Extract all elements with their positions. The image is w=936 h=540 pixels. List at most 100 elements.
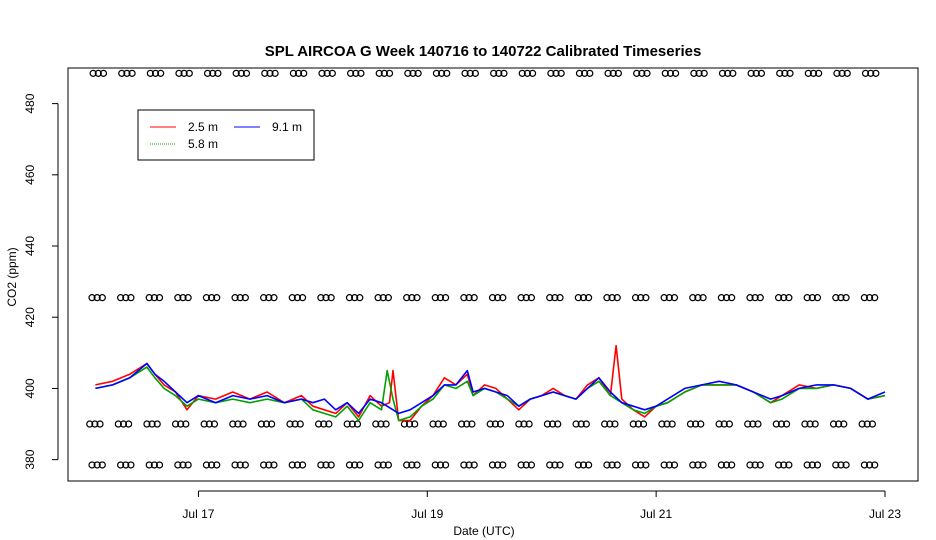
marker-circle: [496, 420, 505, 428]
marker-circle: [327, 461, 335, 469]
marker-circle: [665, 461, 673, 469]
marker-circle: [689, 294, 697, 302]
marker-circle: [241, 461, 249, 469]
marker-circle: [289, 69, 298, 77]
marker-circle: [205, 420, 213, 428]
x-tick-label: Jul 17: [182, 507, 214, 521]
marker-circle: [781, 69, 789, 77]
marker-circle: [813, 461, 822, 469]
marker-circle: [660, 294, 668, 302]
marker-circle: [815, 69, 823, 77]
marker-circle: [494, 294, 502, 302]
marker-circle: [754, 420, 762, 428]
marker-circle: [695, 69, 703, 77]
marker-circle: [348, 420, 356, 428]
marker-circle: [744, 420, 752, 428]
marker-circle: [777, 420, 786, 428]
marker-circle: [720, 420, 728, 428]
marker-circle: [670, 461, 679, 469]
series-lines: [95, 344, 886, 422]
marker-circle: [499, 294, 507, 302]
marker-circle: [322, 294, 330, 302]
marker-circle: [408, 294, 416, 302]
marker-circle: [374, 294, 382, 302]
marker-circle: [117, 294, 125, 302]
marker-circle: [231, 294, 239, 302]
marker-circle: [202, 461, 211, 469]
marker-circle: [177, 420, 185, 428]
marker-circle: [434, 420, 442, 428]
marker-circle: [751, 461, 759, 469]
marker-circle: [470, 294, 478, 302]
marker-circle: [663, 420, 671, 428]
marker-circle: [122, 461, 130, 469]
x-tick-label: Jul 23: [869, 507, 901, 521]
marker-circle: [522, 294, 530, 302]
marker-circle: [785, 294, 793, 302]
marker-circle: [237, 69, 245, 77]
marker-circle: [466, 69, 474, 77]
marker-circle: [320, 420, 328, 428]
marker-circle: [660, 461, 668, 469]
marker-circle: [328, 69, 336, 77]
marker-circle: [270, 294, 278, 302]
marker-circle: [642, 461, 650, 469]
marker-circle: [668, 420, 676, 428]
marker-circle: [774, 461, 783, 469]
marker-circle: [465, 294, 473, 302]
marker-circle: [718, 69, 727, 77]
marker-circle: [547, 69, 555, 77]
marker-circle: [384, 294, 392, 302]
marker-circle: [556, 461, 564, 469]
marker-circle: [325, 420, 333, 428]
marker-circle: [409, 69, 417, 77]
marker-circle: [119, 420, 128, 428]
marker-circle: [146, 69, 154, 77]
marker-circle: [837, 461, 845, 469]
marker-circle: [174, 294, 182, 302]
marker-circle: [642, 294, 650, 302]
marker-row: [88, 294, 879, 302]
marker-circle: [671, 69, 680, 77]
marker-circle: [91, 420, 99, 428]
marker-circle: [213, 461, 221, 469]
marker-circle: [808, 461, 816, 469]
marker-circle: [148, 420, 156, 428]
marker-circle: [780, 461, 788, 469]
marker-circle: [150, 461, 158, 469]
marker-circle: [403, 294, 411, 302]
marker-circle: [96, 420, 104, 428]
marker-circle: [125, 420, 133, 428]
marker-circle: [665, 294, 673, 302]
y-axis-label: CO2 (ppm): [5, 247, 19, 306]
marker-circle: [842, 294, 850, 302]
marker-circle: [429, 420, 437, 428]
marker-circle: [548, 420, 557, 428]
marker-circle: [689, 461, 697, 469]
marker-circle: [353, 420, 362, 428]
marker-circle: [128, 69, 136, 77]
marker-circle: [86, 420, 94, 428]
marker-circle: [298, 461, 307, 469]
marker-circle: [666, 69, 675, 77]
marker-circle: [729, 69, 737, 77]
marker-circle: [265, 294, 273, 302]
marker-circle: [377, 420, 385, 428]
marker-circle: [236, 294, 244, 302]
marker-circle: [323, 69, 331, 77]
marker-circle: [552, 69, 560, 77]
marker-circle: [603, 461, 611, 469]
marker-circle: [155, 294, 164, 302]
marker-circle: [686, 420, 695, 428]
marker-circle: [728, 461, 736, 469]
marker-circle: [185, 69, 193, 77]
marker-circle: [863, 420, 871, 428]
marker-circle: [94, 69, 102, 77]
y-tick-label: 440: [23, 236, 37, 256]
marker-circle: [832, 461, 840, 469]
marker-circle: [239, 420, 247, 428]
marker-circle: [203, 69, 212, 77]
marker-circle: [637, 461, 645, 469]
marker-circle: [634, 420, 643, 428]
marker-circle: [579, 294, 588, 302]
